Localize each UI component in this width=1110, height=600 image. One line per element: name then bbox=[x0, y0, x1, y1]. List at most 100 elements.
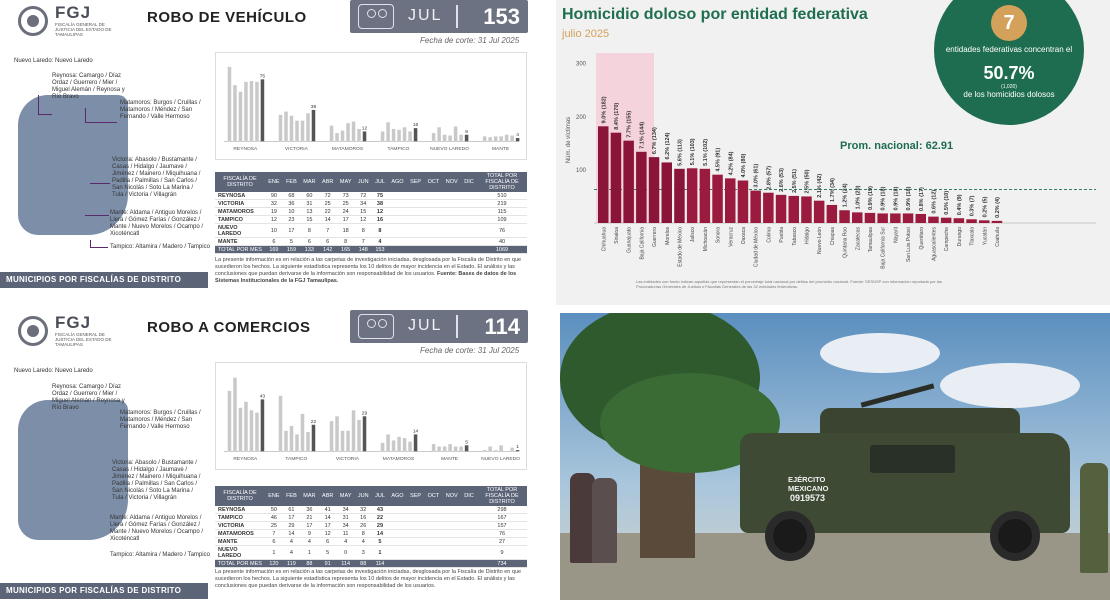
table-cell bbox=[460, 192, 477, 200]
table-cell bbox=[442, 245, 461, 254]
table-cell: 9 bbox=[477, 545, 527, 560]
badge-divider bbox=[456, 5, 458, 28]
category-label: Hidalgo bbox=[804, 227, 810, 244]
category-label: Chiapas bbox=[830, 227, 836, 246]
y-tick: 100 bbox=[576, 168, 587, 174]
data-label: 7.7% (155) bbox=[627, 111, 633, 138]
table-cell: 6 bbox=[318, 237, 337, 246]
bar bbox=[437, 127, 441, 142]
table-cell: 32 bbox=[354, 506, 372, 514]
bar bbox=[464, 445, 469, 452]
category-label: Baja California Sur bbox=[881, 227, 887, 269]
table-cell: 5 bbox=[282, 237, 301, 246]
bar bbox=[826, 204, 838, 223]
table-cell: 43 bbox=[371, 506, 389, 514]
bar bbox=[864, 212, 876, 223]
region-label: Nuevo Laredo: Nuevo Laredo bbox=[14, 368, 93, 374]
table-header: MAR bbox=[300, 172, 319, 192]
table-cell bbox=[388, 245, 407, 254]
table-header: FEB bbox=[282, 486, 301, 506]
category-label: REYNOSA bbox=[233, 456, 258, 462]
bar bbox=[448, 135, 452, 142]
table-cell bbox=[460, 521, 477, 530]
homicide-subtitle: julio 2025 bbox=[562, 28, 610, 40]
table-cell: 3 bbox=[354, 545, 372, 560]
fgj-logo-icon bbox=[18, 6, 48, 36]
table-cell: 7 bbox=[265, 529, 283, 538]
badge-total: 153 bbox=[483, 4, 520, 29]
person bbox=[592, 478, 617, 563]
data-label: 0.9% (18) bbox=[893, 186, 899, 210]
table-cell: MATAMOROS bbox=[215, 207, 265, 216]
leader-line bbox=[38, 95, 52, 115]
bar bbox=[686, 168, 698, 223]
data-label: 6.2% (124) bbox=[665, 132, 671, 159]
table-cell: 14 bbox=[371, 529, 389, 538]
category-label: Campeche bbox=[944, 227, 950, 251]
region-label: Mante: Aldama / Antiguo Morelos / Llera … bbox=[110, 210, 204, 237]
table-cell: 25 bbox=[318, 199, 337, 208]
bar bbox=[737, 180, 749, 223]
table-cell: 40 bbox=[477, 237, 527, 246]
table-header: TOTAL POR FISCALÍA DE DISTRITO bbox=[477, 486, 527, 506]
table-header: SEP bbox=[406, 172, 425, 192]
table-row: VICTORIA 32 36 31 25 25 34 38 219 bbox=[215, 199, 527, 208]
bar bbox=[598, 126, 609, 223]
category-label: Zacatecas bbox=[855, 227, 861, 251]
table-cell: 1069 bbox=[477, 245, 527, 254]
table-cell bbox=[442, 223, 461, 238]
bar bbox=[453, 126, 458, 142]
vehicle-table: FISCALÍA DE DISTRITO ENE FEB MAR ABR MAY JUN JU… bbox=[215, 172, 527, 254]
cutoff-date: Fecha de corte: 31 Jul 2025 bbox=[420, 36, 520, 45]
bar bbox=[244, 401, 248, 452]
table-cell bbox=[424, 559, 443, 568]
table-cell: 14 bbox=[318, 215, 337, 224]
table-row: TAMPICO 12 23 15 14 17 12 16 109 bbox=[215, 215, 527, 224]
bar bbox=[510, 135, 514, 142]
table-cell: REYNOSA bbox=[215, 192, 265, 200]
table-cell: 16 bbox=[371, 215, 389, 224]
table-cell bbox=[460, 207, 477, 216]
data-label: 8.4% (170) bbox=[614, 103, 620, 130]
bar bbox=[357, 128, 361, 142]
table-cell bbox=[460, 215, 477, 224]
cutoff-date: Fecha de corte: 31 Jul 2025 bbox=[420, 346, 520, 355]
table-header: OCT bbox=[424, 486, 443, 506]
vehicle-window bbox=[870, 445, 955, 473]
bar bbox=[340, 430, 345, 452]
table-cell: 29 bbox=[282, 521, 301, 530]
bar bbox=[311, 424, 316, 452]
leader-line bbox=[90, 183, 110, 184]
table-cell: 8 bbox=[371, 223, 389, 238]
table-cell bbox=[424, 237, 443, 246]
category-label: Colima bbox=[766, 227, 772, 243]
table-cell: 32 bbox=[265, 199, 283, 208]
bar bbox=[763, 192, 774, 223]
region-label: Reynosa: Camargo / Díaz Ordaz / Guerrero… bbox=[52, 73, 125, 100]
bar bbox=[413, 434, 418, 452]
table-header: NOV bbox=[442, 172, 461, 192]
table-cell: 17 bbox=[300, 521, 319, 530]
table-header: JUL bbox=[371, 172, 389, 192]
table-cell: 11 bbox=[336, 529, 355, 538]
bar bbox=[915, 213, 926, 223]
table-cell bbox=[424, 506, 443, 514]
badge-month: JUL bbox=[408, 317, 443, 334]
table-cell: 91 bbox=[318, 559, 337, 568]
tamaulipas-map bbox=[18, 95, 128, 235]
bar bbox=[380, 131, 385, 142]
data-label: 1.7% (34) bbox=[830, 178, 836, 202]
bar bbox=[397, 129, 401, 142]
bar bbox=[249, 410, 254, 452]
table-header: FEB bbox=[282, 172, 301, 192]
bar bbox=[499, 136, 503, 142]
data-label: 2.5% (51) bbox=[792, 169, 798, 193]
table-cell: 9 bbox=[300, 529, 319, 538]
table-cell: 165 bbox=[336, 245, 355, 254]
table-cell bbox=[406, 207, 425, 216]
table-cell bbox=[460, 199, 477, 208]
table-header: MAR bbox=[300, 486, 319, 506]
category-label: Sinaloa bbox=[614, 227, 620, 244]
table-header: ABR bbox=[318, 172, 337, 192]
bar bbox=[488, 446, 492, 452]
